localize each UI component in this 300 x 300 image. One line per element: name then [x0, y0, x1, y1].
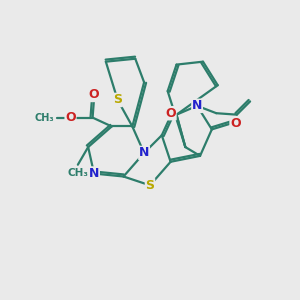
Text: O: O [165, 107, 176, 120]
Text: S: S [146, 179, 154, 192]
Text: CH₃: CH₃ [35, 112, 54, 123]
Text: O: O [230, 117, 241, 130]
Text: N: N [192, 99, 202, 112]
Text: O: O [65, 111, 76, 124]
Text: O: O [89, 88, 99, 101]
Text: N: N [89, 167, 99, 180]
Text: S: S [113, 93, 122, 106]
Text: N: N [139, 146, 149, 159]
Text: CH₃: CH₃ [68, 168, 88, 178]
